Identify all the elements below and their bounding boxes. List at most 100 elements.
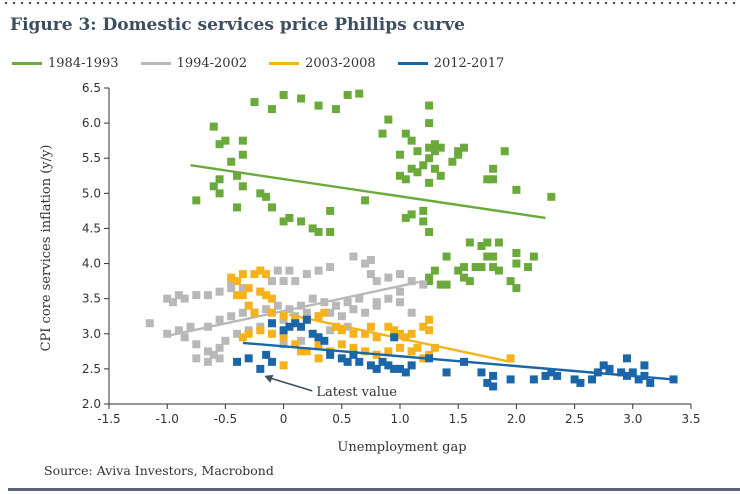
data-point [238, 150, 247, 159]
data-point [576, 378, 585, 387]
data-point [262, 270, 271, 279]
y-tick-label: 3.5 [82, 292, 101, 306]
data-point [349, 350, 358, 359]
data-point [489, 382, 498, 391]
data-point [285, 322, 294, 331]
legend-label: 2003-2008 [305, 55, 376, 71]
x-tick-label: 2.5 [565, 412, 584, 426]
figure-title: Figure 3: Domestic services price Philli… [10, 15, 465, 35]
data-point [326, 326, 335, 335]
data-point [396, 364, 404, 373]
data-point [430, 343, 439, 352]
data-point [233, 329, 242, 338]
data-point [401, 129, 410, 138]
data-point [425, 101, 434, 110]
data-point [302, 308, 311, 317]
data-point [209, 182, 218, 191]
data-point [203, 347, 212, 356]
chart-legend: 1984-1993 1994-2002 2003-2008 2012-2017 [12, 54, 526, 72]
data-point [302, 315, 311, 324]
data-point [233, 203, 242, 212]
data-point [547, 368, 556, 377]
data-point [314, 101, 323, 110]
data-point [384, 294, 393, 303]
trend-line [166, 279, 424, 338]
data-point [436, 171, 445, 180]
data-point [646, 378, 655, 387]
data-point [244, 301, 253, 310]
data-point [331, 105, 340, 114]
x-tick-label: 2.0 [507, 412, 526, 426]
data-point [524, 263, 533, 272]
y-tick-label: 2.5 [82, 362, 101, 376]
data-point [256, 189, 265, 198]
data-point [180, 294, 189, 303]
data-point [430, 147, 439, 156]
data-point [489, 263, 498, 272]
data-point [355, 89, 364, 98]
data-point [238, 291, 247, 300]
trend-line [242, 341, 674, 381]
data-point [267, 203, 276, 212]
data-point [262, 305, 271, 314]
data-point [366, 322, 375, 331]
data-point [477, 263, 486, 272]
x-tick-label: 3.0 [623, 412, 642, 426]
data-point [425, 178, 434, 187]
data-point [233, 291, 242, 300]
annotation-label: Latest value [316, 385, 397, 400]
data-point [628, 368, 637, 377]
data-point [314, 266, 323, 275]
data-point [221, 136, 230, 145]
source-note: Source: Aviva Investors, Macrobond [44, 463, 274, 478]
data-point [396, 171, 404, 180]
data-point [291, 319, 300, 328]
data-point [425, 326, 434, 335]
legend-item: 2003-2008 [269, 54, 376, 72]
data-point [285, 213, 294, 222]
data-point [326, 206, 335, 215]
x-tick-label: 1.0 [390, 412, 409, 426]
data-point [337, 340, 346, 349]
data-point [326, 308, 335, 317]
data-point [349, 252, 358, 261]
data-point [279, 361, 288, 370]
series-2003-2008 [227, 266, 515, 370]
data-point [267, 294, 276, 303]
data-point [366, 270, 375, 279]
data-point [244, 354, 253, 363]
x-axis-label: Unemployment gap [337, 440, 466, 455]
series-1984-1993 [190, 89, 556, 293]
data-point [349, 343, 358, 352]
data-point [378, 129, 387, 138]
data-point [355, 357, 364, 366]
data-point [331, 322, 340, 331]
data-point [238, 136, 247, 145]
data-point [297, 336, 306, 345]
data-point [401, 333, 410, 342]
data-point [192, 354, 201, 363]
data-point [605, 364, 614, 373]
data-point [343, 298, 352, 307]
data-point [244, 284, 253, 293]
data-point [297, 347, 306, 356]
legend-swatch [397, 61, 428, 65]
data-point [297, 322, 306, 331]
legend-item: 1994-2002 [140, 54, 247, 72]
data-point [384, 273, 393, 282]
data-point [174, 291, 183, 300]
data-point [238, 308, 247, 317]
data-point [396, 270, 404, 279]
data-point [512, 185, 521, 194]
data-point [529, 252, 538, 261]
data-point [425, 227, 434, 236]
data-point [413, 147, 422, 156]
series-2012-2017 [233, 315, 678, 391]
data-point [302, 270, 311, 279]
data-point [396, 329, 404, 338]
data-point [401, 175, 410, 184]
data-point [256, 266, 265, 275]
data-point [407, 136, 416, 145]
data-point [372, 364, 381, 373]
data-point [215, 287, 224, 296]
